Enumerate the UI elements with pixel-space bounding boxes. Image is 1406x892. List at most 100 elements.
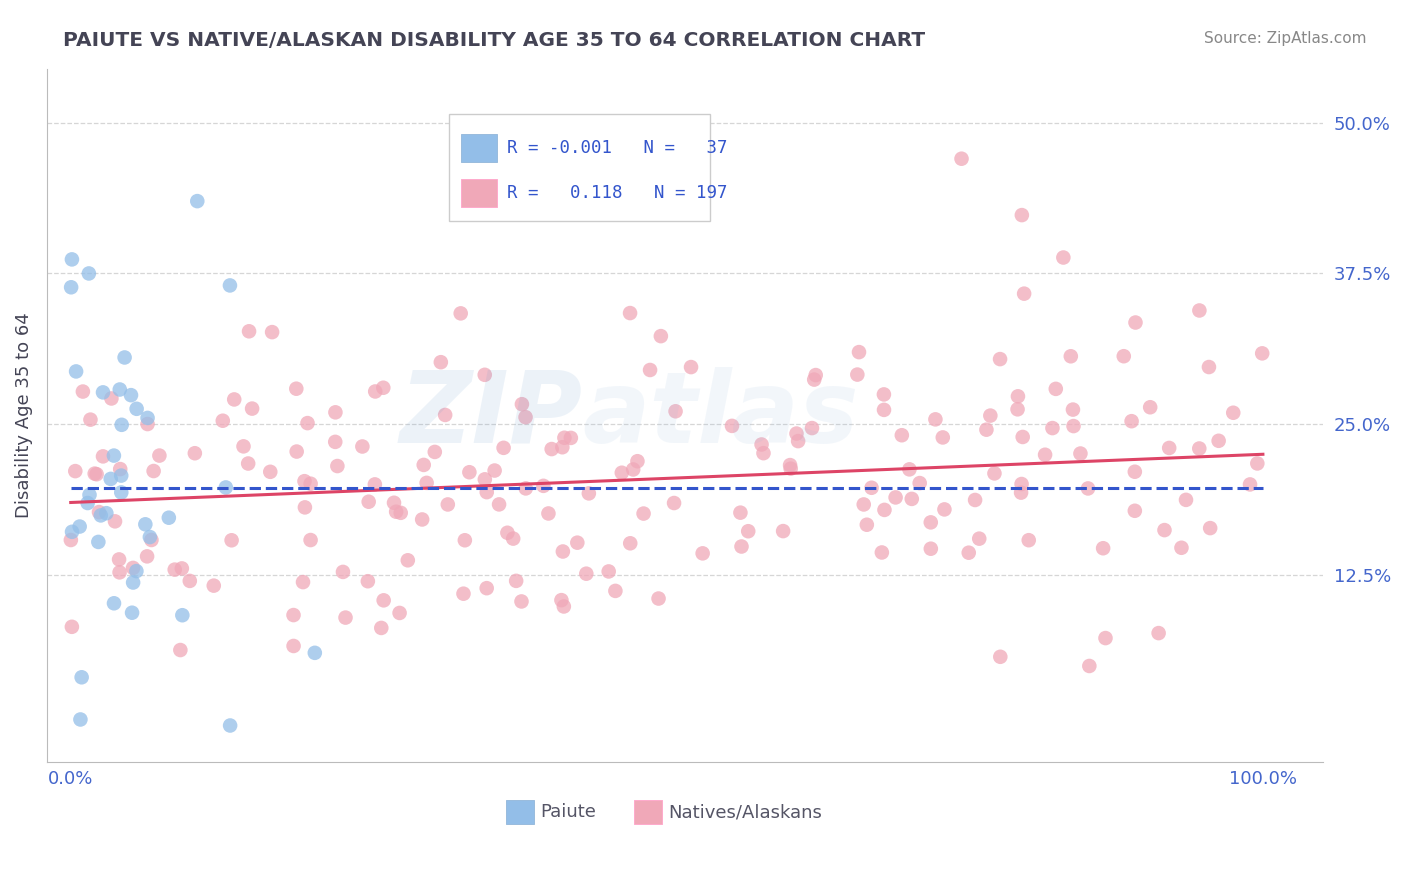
- Point: [219, 278, 242, 293]
- Point: [103, 596, 125, 610]
- Point: [122, 575, 145, 590]
- Point: [79, 412, 101, 426]
- Point: [238, 457, 260, 471]
- Point: [114, 351, 136, 365]
- Point: [664, 404, 686, 418]
- Point: [458, 465, 481, 479]
- Point: [373, 593, 395, 607]
- Point: [87, 535, 110, 549]
- Point: [215, 480, 238, 494]
- Point: [1246, 457, 1268, 471]
- Point: [1092, 541, 1115, 556]
- Text: atlas: atlas: [582, 367, 859, 464]
- Point: [1078, 659, 1101, 673]
- Point: [86, 467, 108, 482]
- Point: [474, 368, 496, 382]
- Point: [553, 599, 575, 614]
- Point: [285, 382, 308, 396]
- Point: [898, 462, 921, 476]
- Point: [283, 608, 305, 623]
- Point: [560, 431, 582, 445]
- Point: [121, 606, 143, 620]
- Point: [957, 546, 980, 560]
- Point: [484, 464, 506, 478]
- Point: [240, 401, 263, 416]
- Point: [1063, 419, 1085, 434]
- Point: [551, 544, 574, 558]
- Point: [1239, 477, 1261, 491]
- Point: [920, 516, 942, 530]
- Point: [1139, 401, 1161, 415]
- Point: [650, 329, 672, 343]
- Point: [610, 466, 633, 480]
- Point: [219, 718, 242, 732]
- Point: [170, 561, 193, 575]
- Point: [69, 713, 91, 727]
- Point: [454, 533, 477, 548]
- Point: [647, 591, 669, 606]
- Point: [752, 446, 775, 460]
- Point: [662, 496, 685, 510]
- Point: [148, 449, 170, 463]
- Point: [908, 476, 931, 491]
- Text: Paiute: Paiute: [540, 804, 596, 822]
- Point: [184, 446, 207, 460]
- Point: [510, 397, 533, 411]
- Point: [852, 498, 875, 512]
- Point: [884, 491, 907, 505]
- Point: [352, 440, 374, 454]
- Point: [364, 477, 387, 491]
- Point: [370, 621, 392, 635]
- Point: [496, 525, 519, 540]
- Point: [619, 536, 641, 550]
- Point: [179, 574, 201, 588]
- Point: [967, 532, 990, 546]
- Point: [294, 500, 316, 515]
- Point: [1170, 541, 1192, 555]
- Point: [1123, 504, 1146, 518]
- Text: Natives/Alaskans: Natives/Alaskans: [668, 804, 823, 822]
- Point: [139, 530, 162, 544]
- Point: [551, 440, 574, 454]
- Point: [553, 431, 575, 445]
- Point: [860, 481, 883, 495]
- Point: [1042, 421, 1064, 435]
- Point: [60, 620, 83, 634]
- Point: [779, 461, 801, 475]
- Point: [221, 533, 243, 548]
- Point: [721, 418, 744, 433]
- Point: [238, 324, 260, 338]
- Point: [111, 417, 134, 432]
- Point: [141, 533, 163, 547]
- Point: [172, 608, 194, 623]
- Point: [924, 412, 946, 426]
- Point: [163, 563, 186, 577]
- Point: [575, 566, 598, 581]
- Point: [550, 593, 572, 607]
- Point: [388, 606, 411, 620]
- Point: [76, 496, 98, 510]
- Point: [91, 385, 114, 400]
- Bar: [461, 135, 498, 162]
- Point: [1153, 523, 1175, 537]
- Point: [1011, 477, 1033, 491]
- Point: [292, 575, 315, 590]
- Point: [804, 368, 827, 382]
- Point: [787, 434, 810, 449]
- Point: [1123, 465, 1146, 479]
- Point: [87, 505, 110, 519]
- Point: [779, 458, 801, 472]
- Point: [1159, 441, 1181, 455]
- Point: [934, 502, 956, 516]
- Point: [873, 503, 896, 517]
- Point: [965, 493, 987, 508]
- Point: [1045, 382, 1067, 396]
- Point: [108, 566, 131, 580]
- Point: [1188, 442, 1211, 456]
- Point: [873, 402, 896, 417]
- Point: [415, 475, 437, 490]
- Point: [1199, 521, 1222, 535]
- Point: [323, 434, 346, 449]
- Bar: [449, 113, 710, 221]
- Point: [1112, 349, 1135, 363]
